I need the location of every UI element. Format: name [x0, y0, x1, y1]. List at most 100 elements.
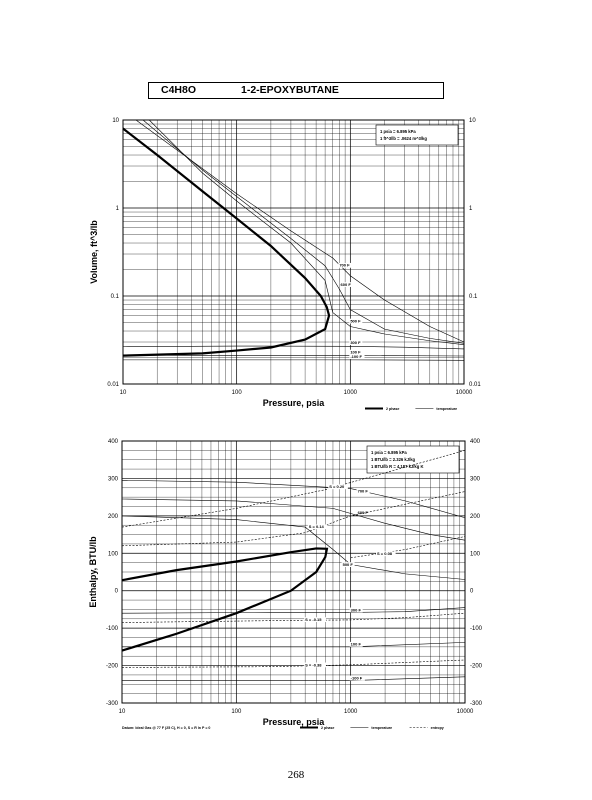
y-tick-label: 10	[112, 118, 119, 124]
curve-label-bg	[349, 340, 363, 345]
curve-label: S = -0.38	[305, 662, 322, 667]
y-tick-label: 200	[108, 514, 119, 520]
temperature-line	[123, 354, 465, 357]
x-tick-label: 100	[231, 709, 242, 715]
curve-label: 500 F	[350, 318, 361, 323]
curve-label: 100 F	[351, 642, 362, 647]
x-tick-label: 100	[232, 390, 243, 396]
curve-label-bg	[349, 349, 363, 355]
units-note: 1 BTU/lb = 2.326 kJ/kg	[371, 457, 416, 462]
y-tick-label: 100	[108, 551, 119, 557]
curve-label: -100 F	[350, 354, 362, 359]
x-tick-label: 10	[120, 390, 127, 396]
legend-label: temperature	[371, 726, 392, 730]
y-tick-label: -200	[106, 664, 119, 670]
y-tick-label: 0.1	[111, 294, 120, 300]
temperature-line	[121, 607, 466, 614]
curve-label-bg	[376, 551, 396, 557]
temperature-line	[121, 515, 466, 580]
temperature-line	[122, 345, 465, 350]
curve-label-bg	[349, 607, 363, 613]
curve-label-bg	[338, 262, 352, 268]
curve-label: -100 F	[351, 675, 363, 680]
y-tick-label: -100	[106, 626, 119, 632]
curve-label-bg	[307, 524, 328, 530]
entropy-line	[121, 491, 466, 547]
y-tick-label: 0.01	[107, 382, 119, 388]
y-tick-label-right: 400	[470, 439, 481, 445]
y-tick-label-right: -200	[470, 664, 483, 670]
temperature-line	[142, 119, 465, 344]
curve-label-bg	[339, 282, 353, 287]
units-note-box	[375, 124, 459, 146]
curve-label-bg	[349, 641, 363, 647]
curve-label: S = 0.08	[377, 551, 393, 556]
curve-label: 300 F	[351, 607, 362, 612]
curve-label-bg	[349, 675, 365, 681]
units-note: 1 psia = 6.895 kPa	[380, 129, 416, 134]
curve-label-bg	[304, 617, 326, 623]
y-tick-label: 300	[108, 476, 119, 482]
x-tick-label: 1000	[344, 709, 358, 715]
datum-footnote: Datum: Ideal Gas @ 77 F (25 C), H = 0, S…	[122, 726, 210, 730]
compound-name: 1-2-EPOXYBUTANE	[241, 84, 339, 96]
x-axis-label: Pressure, psia	[263, 717, 326, 727]
y-tick-label: 0	[115, 589, 119, 595]
curve-label: S = -0.15	[305, 617, 322, 622]
x-tick-label: 10	[119, 709, 126, 715]
temperature-line	[148, 119, 465, 345]
legend-label: 2 phase	[386, 407, 399, 411]
legend-label: 2 phase	[321, 726, 334, 730]
curve-label: 700 F	[339, 263, 350, 268]
curve-label: 100 F	[350, 350, 361, 355]
page-number: 268	[287, 769, 305, 781]
x-tick-label: 10000	[457, 709, 474, 715]
x-tick-label: 10000	[456, 390, 473, 396]
entropy-line	[121, 612, 466, 623]
temperature-line	[121, 498, 466, 541]
chart-2: 10 100 1000 10000-300-200-1000100200300400-…	[88, 439, 483, 730]
legend-label: temperature	[436, 407, 457, 411]
curve-label-bg	[349, 354, 365, 360]
x-axis-label: Pressure, psia	[263, 398, 326, 408]
curve-label-bg	[304, 662, 326, 668]
y-tick-label-right: 100	[470, 551, 481, 557]
entropy-line	[350, 536, 466, 559]
y-tick-label-right: -300	[470, 701, 483, 707]
curve-label: S = 0.20	[329, 484, 345, 489]
y-tick-label-right: 10	[469, 118, 476, 124]
grid-lines	[121, 440, 465, 704]
curve-label: 500 F	[343, 562, 354, 567]
two-phase-curve	[122, 127, 331, 357]
plot-frame	[122, 119, 465, 385]
units-note: 1 ft^3/lb = .0624 m^3/kg	[380, 136, 427, 141]
x-tick-label: 1000	[344, 390, 358, 396]
curve-label: 600 F	[358, 510, 369, 515]
curve-label: 700 F	[358, 489, 369, 494]
temperature-line	[135, 119, 465, 343]
units-note: 1 BTU/lb R = 4.187 kJ/kg K	[371, 464, 423, 469]
compound-formula: C4H8O	[161, 84, 197, 96]
plot-frame	[121, 440, 466, 704]
y-axis-label: Enthalpy, BTU/lb	[88, 536, 98, 608]
y-tick-label-right: -100	[470, 626, 483, 632]
y-tick-label: 400	[108, 439, 119, 445]
curve-label-bg	[341, 562, 355, 568]
y-tick-label-right: 0	[470, 589, 474, 595]
two-phase-curve	[121, 547, 329, 652]
y-tick-label-right: 1	[469, 206, 473, 212]
temperature-line	[122, 642, 466, 648]
temperature-line	[122, 676, 466, 681]
chart-1: 10 100 1000 100000.010.11100.010.1110Pressu…	[89, 118, 481, 411]
curve-label: S = 0.14	[309, 524, 325, 529]
curve-label: 300 F	[350, 340, 361, 345]
temperature-line	[121, 480, 466, 519]
legend-label: entropy	[431, 726, 444, 730]
entropy-line	[121, 659, 466, 668]
y-tick-label: 1	[116, 206, 120, 212]
y-tick-label-right: 0.01	[469, 382, 481, 388]
y-tick-label-right: 300	[470, 476, 481, 482]
curve-label-bg	[356, 488, 370, 494]
compound-header: C4H8O 1-2-EPOXYBUTANE	[148, 82, 444, 99]
